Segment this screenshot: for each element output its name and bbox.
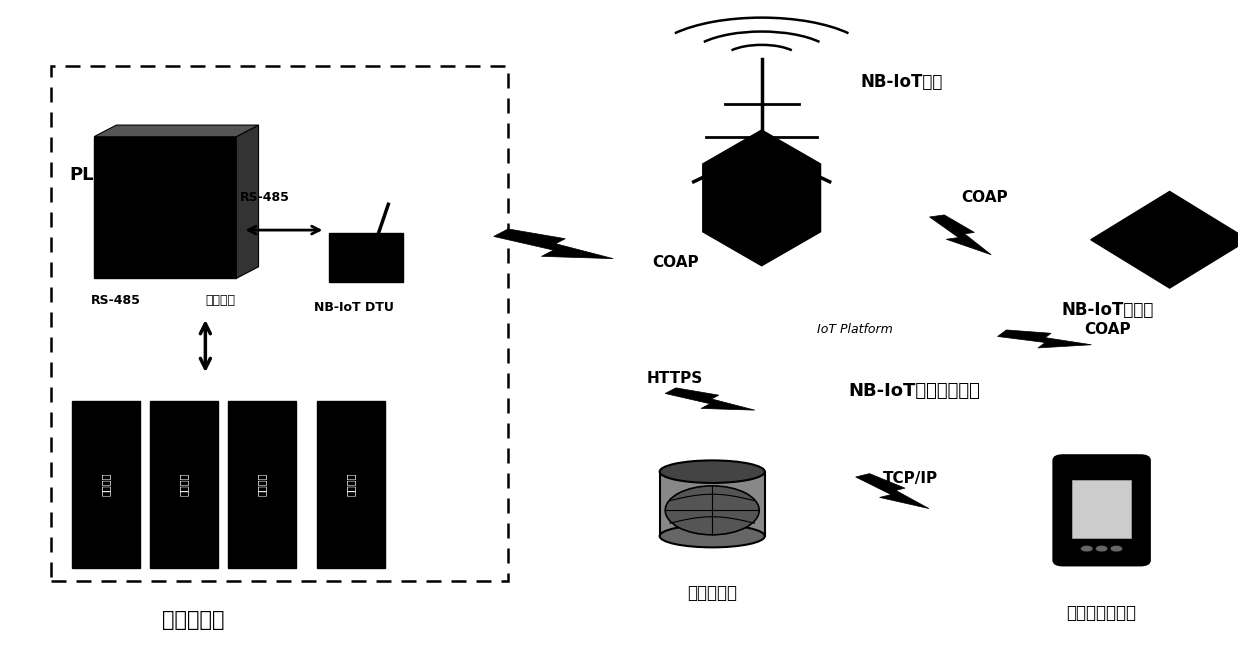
Text: RS-485: RS-485	[240, 192, 290, 204]
Text: 现场设备端: 现场设备端	[162, 610, 224, 630]
Text: 处理信息: 处理信息	[256, 473, 266, 496]
Text: COAP: COAP	[961, 190, 1007, 205]
Text: RS-485: RS-485	[90, 294, 140, 307]
Polygon shape	[665, 388, 755, 410]
Text: 高速脉冲: 高速脉冲	[206, 294, 235, 307]
Circle shape	[665, 486, 760, 535]
Bar	[330, 234, 403, 281]
Text: 安卓手机客户端: 安卓手机客户端	[1067, 604, 1136, 622]
Text: 远程服务器: 远程服务器	[688, 584, 737, 602]
Text: TCP/IP: TCP/IP	[882, 470, 938, 486]
Text: PLC: PLC	[69, 166, 107, 184]
Polygon shape	[1090, 192, 1239, 288]
Text: HTTPS: HTTPS	[647, 371, 704, 386]
Text: 通信信息: 通信信息	[178, 473, 188, 496]
Bar	[1072, 479, 1131, 538]
Polygon shape	[997, 330, 1092, 348]
Bar	[94, 137, 237, 278]
Bar	[150, 400, 218, 568]
Ellipse shape	[659, 525, 764, 547]
Circle shape	[1110, 545, 1123, 552]
Text: NB-IoT核心网: NB-IoT核心网	[1062, 301, 1154, 319]
Text: IoT Platform: IoT Platform	[818, 324, 893, 336]
Text: NB-IoT基站: NB-IoT基站	[861, 73, 943, 91]
Circle shape	[1095, 545, 1108, 552]
Text: NB-IoT DTU: NB-IoT DTU	[313, 301, 394, 314]
Text: COAP: COAP	[1084, 322, 1131, 338]
Bar	[659, 472, 764, 536]
Polygon shape	[703, 130, 820, 266]
Text: COAP: COAP	[652, 255, 699, 270]
Text: NB-IoT连接管理平台: NB-IoT连接管理平台	[849, 382, 980, 400]
Ellipse shape	[659, 461, 764, 483]
Circle shape	[1080, 545, 1093, 552]
Polygon shape	[237, 125, 259, 278]
Bar	[317, 400, 384, 568]
Text: 数制下料: 数制下料	[346, 473, 356, 496]
Polygon shape	[856, 474, 929, 509]
Bar	[228, 400, 296, 568]
FancyBboxPatch shape	[1053, 455, 1150, 565]
Text: 採集信息: 採集信息	[100, 473, 110, 496]
Polygon shape	[493, 229, 613, 259]
Polygon shape	[94, 125, 259, 137]
Bar	[51, 66, 508, 581]
Bar	[72, 400, 140, 568]
Polygon shape	[929, 215, 991, 255]
